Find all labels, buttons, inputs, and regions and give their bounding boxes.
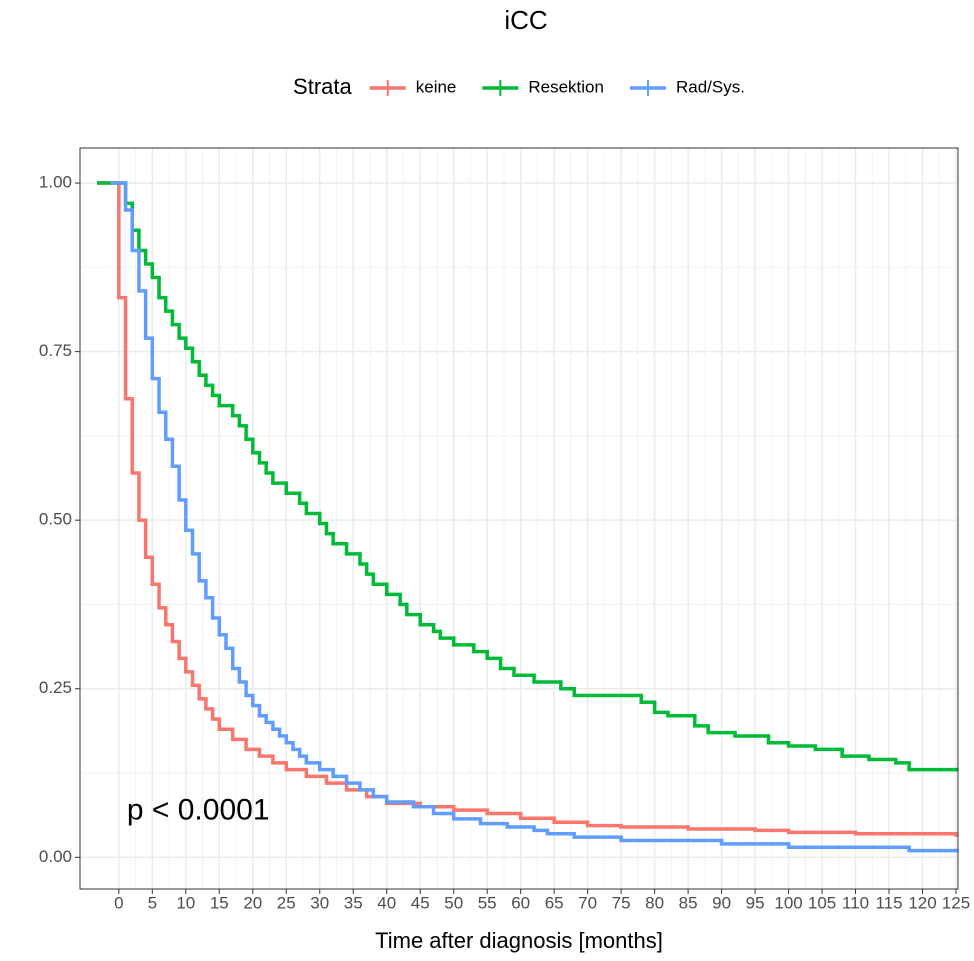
x-tick-label: 80 — [645, 893, 664, 912]
x-tick-label: 55 — [478, 893, 497, 912]
annotation: p < 0.0001 — [127, 793, 270, 826]
x-tick-label: 60 — [511, 893, 530, 912]
x-tick-label: 85 — [679, 893, 698, 912]
x-tick-label: 45 — [411, 893, 430, 912]
x-tick-label: 5 — [148, 893, 157, 912]
x-tick-label: 115 — [875, 893, 902, 912]
panel-border — [79, 147, 959, 890]
x-tick-label: 25 — [277, 893, 296, 912]
legend: Strata keine Resektion Rad/Sys. — [293, 74, 745, 99]
y-tick-label: 0.75 — [39, 341, 72, 360]
y-tick-label: 0.25 — [39, 678, 72, 697]
x-tick-label: 10 — [176, 893, 195, 912]
x-tick-label: 75 — [612, 893, 631, 912]
x-tick-label: 40 — [377, 893, 396, 912]
x-tick-label: 70 — [578, 893, 597, 912]
y-tick-label: 0.00 — [39, 847, 72, 866]
x-tick-label: 120 — [908, 893, 936, 912]
x-tick-label: 15 — [210, 893, 229, 912]
x-tick-label: 35 — [344, 893, 363, 912]
y-tick-label: 0.50 — [39, 510, 72, 529]
x-tick-label: 30 — [310, 893, 329, 912]
x-tick-label: 110 — [842, 893, 869, 912]
x-tick-label: 90 — [712, 893, 731, 912]
legend-label: keine — [416, 77, 457, 96]
x-tick-label: 20 — [243, 893, 262, 912]
x-tick-label: 95 — [746, 893, 765, 912]
y-tick-label: 1.00 — [39, 173, 72, 192]
chart-title: iCC — [504, 5, 547, 35]
legend-label: Rad/Sys. — [676, 77, 745, 96]
x-tick-label: 50 — [444, 893, 463, 912]
series — [110, 181, 958, 853]
legend-title: Strata — [293, 74, 352, 99]
x-tick-label: 105 — [808, 893, 836, 912]
x-tick-label: 0 — [114, 893, 123, 912]
plot-panel — [80, 148, 958, 889]
legend-label: Resektion — [528, 77, 604, 96]
x-tick-label: 125 — [942, 893, 970, 912]
x-tick-label: 65 — [545, 893, 564, 912]
x-tick-label: 100 — [774, 893, 802, 912]
x-axis-title: Time after diagnosis [months] — [375, 928, 663, 953]
